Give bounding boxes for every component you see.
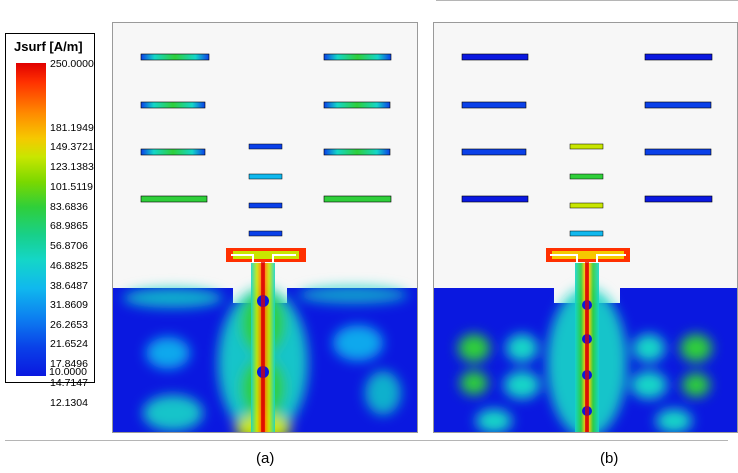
legend-tick: 68.9865	[50, 220, 88, 232]
color-legend: Jsurf [A/m] 250.0000 181.1949 149.3721 1…	[5, 33, 95, 409]
top-rule	[436, 0, 738, 1]
legend-tick: 83.6836	[50, 201, 88, 213]
legend-tick: 56.8706	[50, 240, 88, 252]
legend-tick: 21.6524	[50, 338, 88, 350]
legend-tick: 14.7147	[50, 377, 88, 389]
legend-tick: 31.8609	[50, 299, 88, 311]
field-plot-a-svg	[113, 23, 417, 432]
legend-tick: 123.1383	[50, 161, 94, 173]
legend-tick: 26.2653	[50, 319, 88, 331]
field-plot-b	[433, 22, 738, 433]
legend-tick: 181.1949	[50, 122, 94, 134]
legend-color-bar	[16, 63, 46, 376]
field-plot-b-svg	[434, 23, 737, 432]
legend-tick: 149.3721	[50, 141, 94, 153]
field-plot-a	[112, 22, 418, 433]
legend-tick: 38.6487	[50, 280, 88, 292]
legend-tick: 17.8496	[50, 358, 88, 370]
legend-tick: 12.1304	[50, 397, 88, 409]
caption-b: (b)	[600, 450, 619, 467]
legend-tick: 101.5119	[50, 181, 94, 193]
caption-rule	[5, 440, 728, 441]
legend-tick: 250.0000	[50, 58, 94, 70]
legend-tick-min: 10.0000	[49, 366, 87, 378]
caption-a: (a)	[256, 450, 275, 467]
legend-tick: 46.8825	[50, 260, 88, 272]
legend-title: Jsurf [A/m]	[14, 39, 83, 54]
